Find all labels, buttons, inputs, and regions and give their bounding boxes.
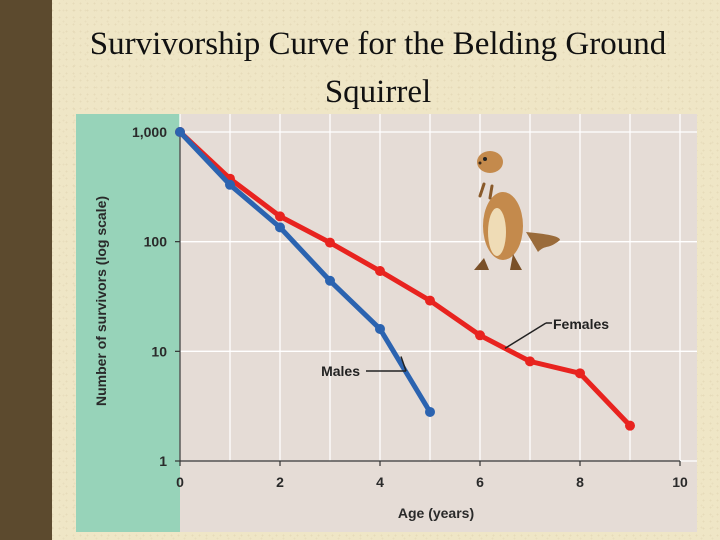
slide-border-strip bbox=[0, 0, 52, 540]
males-leader-line bbox=[400, 356, 407, 372]
data-point-females bbox=[425, 295, 435, 306]
y-tick-label: 1 bbox=[159, 453, 167, 469]
axes bbox=[175, 131, 681, 466]
data-point-females bbox=[325, 237, 335, 248]
females-leader-line bbox=[504, 322, 547, 349]
data-point-females bbox=[525, 356, 535, 367]
males-label: Males bbox=[321, 363, 360, 379]
data-point-females bbox=[375, 266, 385, 277]
data-point-males bbox=[275, 222, 285, 233]
x-tick-label: 2 bbox=[276, 474, 284, 490]
females-label: Females bbox=[553, 316, 609, 332]
slide-title-line2: Squirrel bbox=[324, 74, 432, 110]
data-point-males bbox=[325, 275, 335, 286]
figure-panel: 0 2 4 6 8 10 1 10 100 1,000 Age (years) Number of… bbox=[76, 114, 697, 532]
data-point-females bbox=[575, 368, 585, 379]
slide-title-line1: Survivorship Curve for the Belding Groun… bbox=[89, 26, 667, 62]
data-series bbox=[175, 127, 635, 431]
data-point-females bbox=[275, 211, 285, 222]
data-point-males bbox=[225, 179, 235, 190]
tick-labels: 0 2 4 6 8 10 1 10 100 1,000 bbox=[132, 124, 688, 490]
y-axis-label: Number of survivors (log scale) bbox=[93, 196, 109, 406]
y-tick-label: 1,000 bbox=[132, 124, 167, 140]
x-tick-label: 4 bbox=[376, 474, 384, 490]
data-point-males bbox=[425, 406, 435, 417]
plot-area bbox=[180, 114, 697, 532]
series-line-males bbox=[177, 129, 433, 415]
x-tick-label: 6 bbox=[476, 474, 484, 490]
series-annotations: Females Males bbox=[321, 316, 609, 379]
slide-title: Survivorship Curve for the Belding Groun… bbox=[58, 20, 698, 116]
squirrel-icon bbox=[474, 151, 560, 270]
data-point-females bbox=[625, 420, 635, 431]
data-point-females bbox=[475, 330, 485, 341]
x-tick-label: 8 bbox=[576, 474, 584, 490]
data-point-males bbox=[175, 127, 185, 137]
x-tick-label: 10 bbox=[672, 474, 688, 490]
x-tick-label: 0 bbox=[176, 474, 184, 490]
series-line-females bbox=[177, 129, 633, 429]
y-tick-label: 10 bbox=[151, 343, 167, 359]
y-tick-label: 100 bbox=[144, 234, 168, 250]
x-axis-label: Age (years) bbox=[398, 505, 474, 521]
data-point-males bbox=[375, 323, 385, 334]
survivorship-chart: 0 2 4 6 8 10 1 10 100 1,000 Age (years) Number of… bbox=[93, 114, 697, 532]
